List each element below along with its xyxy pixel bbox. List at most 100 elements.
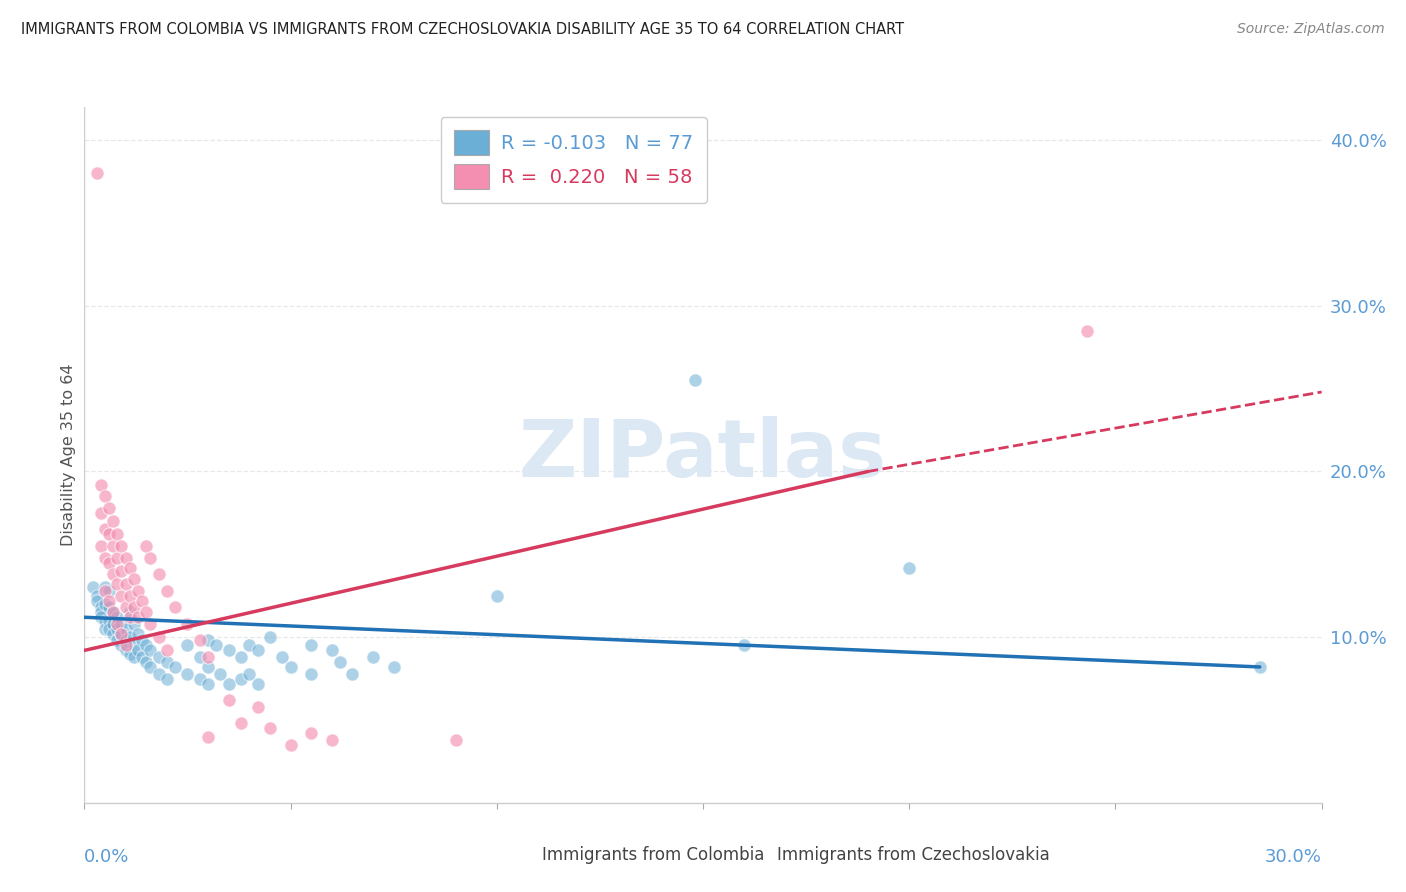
Point	[218, 643, 240, 657]
Text: ZIPatlas: ZIPatlas	[519, 416, 887, 494]
Point	[90, 477, 112, 491]
Point	[122, 616, 145, 631]
Point	[135, 539, 157, 553]
Point	[98, 600, 121, 615]
Point	[105, 633, 128, 648]
Point	[103, 605, 125, 619]
Point	[131, 633, 153, 648]
Point	[176, 639, 198, 653]
Point	[156, 583, 179, 598]
Point	[135, 655, 157, 669]
Text: Immigrants from Czechoslovakia: Immigrants from Czechoslovakia	[778, 846, 1050, 864]
Point	[148, 666, 170, 681]
Point	[259, 630, 281, 644]
Point	[122, 639, 145, 653]
Point	[218, 676, 240, 690]
Point	[90, 506, 112, 520]
Point	[110, 639, 132, 653]
Point	[165, 600, 187, 615]
Point	[94, 581, 117, 595]
Point	[898, 560, 921, 574]
Point	[246, 643, 269, 657]
Point	[114, 550, 136, 565]
Point	[127, 583, 149, 598]
Point	[197, 650, 219, 665]
Y-axis label: Disability Age 35 to 64: Disability Age 35 to 64	[60, 364, 76, 546]
Point	[103, 539, 125, 553]
Text: IMMIGRANTS FROM COLOMBIA VS IMMIGRANTS FROM CZECHOSLOVAKIA DISABILITY AGE 35 TO : IMMIGRANTS FROM COLOMBIA VS IMMIGRANTS F…	[21, 22, 904, 37]
Point	[280, 738, 302, 752]
Point	[110, 564, 132, 578]
Point	[105, 622, 128, 636]
Text: 0.0%: 0.0%	[84, 848, 129, 866]
Point	[86, 166, 108, 180]
Point	[156, 672, 179, 686]
Point	[94, 597, 117, 611]
Point	[188, 672, 211, 686]
Point	[176, 616, 198, 631]
Point	[118, 647, 141, 661]
Point	[139, 643, 162, 657]
Point	[280, 660, 302, 674]
Text: Immigrants from Colombia: Immigrants from Colombia	[543, 846, 765, 864]
Point	[94, 523, 117, 537]
Point	[246, 699, 269, 714]
Point	[131, 593, 153, 607]
Point	[94, 614, 117, 628]
Point	[139, 550, 162, 565]
Point	[103, 514, 125, 528]
Point	[110, 589, 132, 603]
Point	[98, 622, 121, 636]
Point	[94, 583, 117, 598]
Point	[188, 650, 211, 665]
Point	[103, 605, 125, 619]
Point	[197, 676, 219, 690]
Point	[105, 550, 128, 565]
Point	[86, 593, 108, 607]
Point	[135, 639, 157, 653]
Point	[148, 567, 170, 582]
Point	[209, 666, 232, 681]
Point	[165, 660, 187, 674]
Point	[148, 630, 170, 644]
Point	[683, 373, 706, 387]
Point	[105, 527, 128, 541]
Point	[105, 616, 128, 631]
Text: Source: ZipAtlas.com: Source: ZipAtlas.com	[1237, 22, 1385, 37]
Point	[122, 650, 145, 665]
Point	[114, 633, 136, 648]
Text: 30.0%: 30.0%	[1265, 848, 1322, 866]
Point	[103, 627, 125, 641]
Point	[94, 489, 117, 503]
Point	[148, 650, 170, 665]
Point	[118, 630, 141, 644]
Point	[361, 650, 384, 665]
Point	[139, 660, 162, 674]
Point	[733, 639, 755, 653]
Point	[329, 655, 352, 669]
Point	[238, 639, 260, 653]
Point	[90, 610, 112, 624]
Point	[110, 627, 132, 641]
Point	[135, 605, 157, 619]
Point	[90, 600, 112, 615]
Point	[127, 643, 149, 657]
Point	[259, 721, 281, 735]
Point	[321, 643, 343, 657]
Point	[110, 539, 132, 553]
Point	[218, 693, 240, 707]
Point	[382, 660, 405, 674]
Point	[197, 633, 219, 648]
Point	[118, 605, 141, 619]
Point	[114, 639, 136, 653]
Point	[246, 676, 269, 690]
Point	[139, 616, 162, 631]
Point	[238, 666, 260, 681]
Point	[94, 622, 117, 636]
Point	[98, 527, 121, 541]
Point	[110, 616, 132, 631]
Point	[205, 639, 228, 653]
Point	[98, 500, 121, 515]
Point	[156, 643, 179, 657]
Point	[98, 583, 121, 598]
